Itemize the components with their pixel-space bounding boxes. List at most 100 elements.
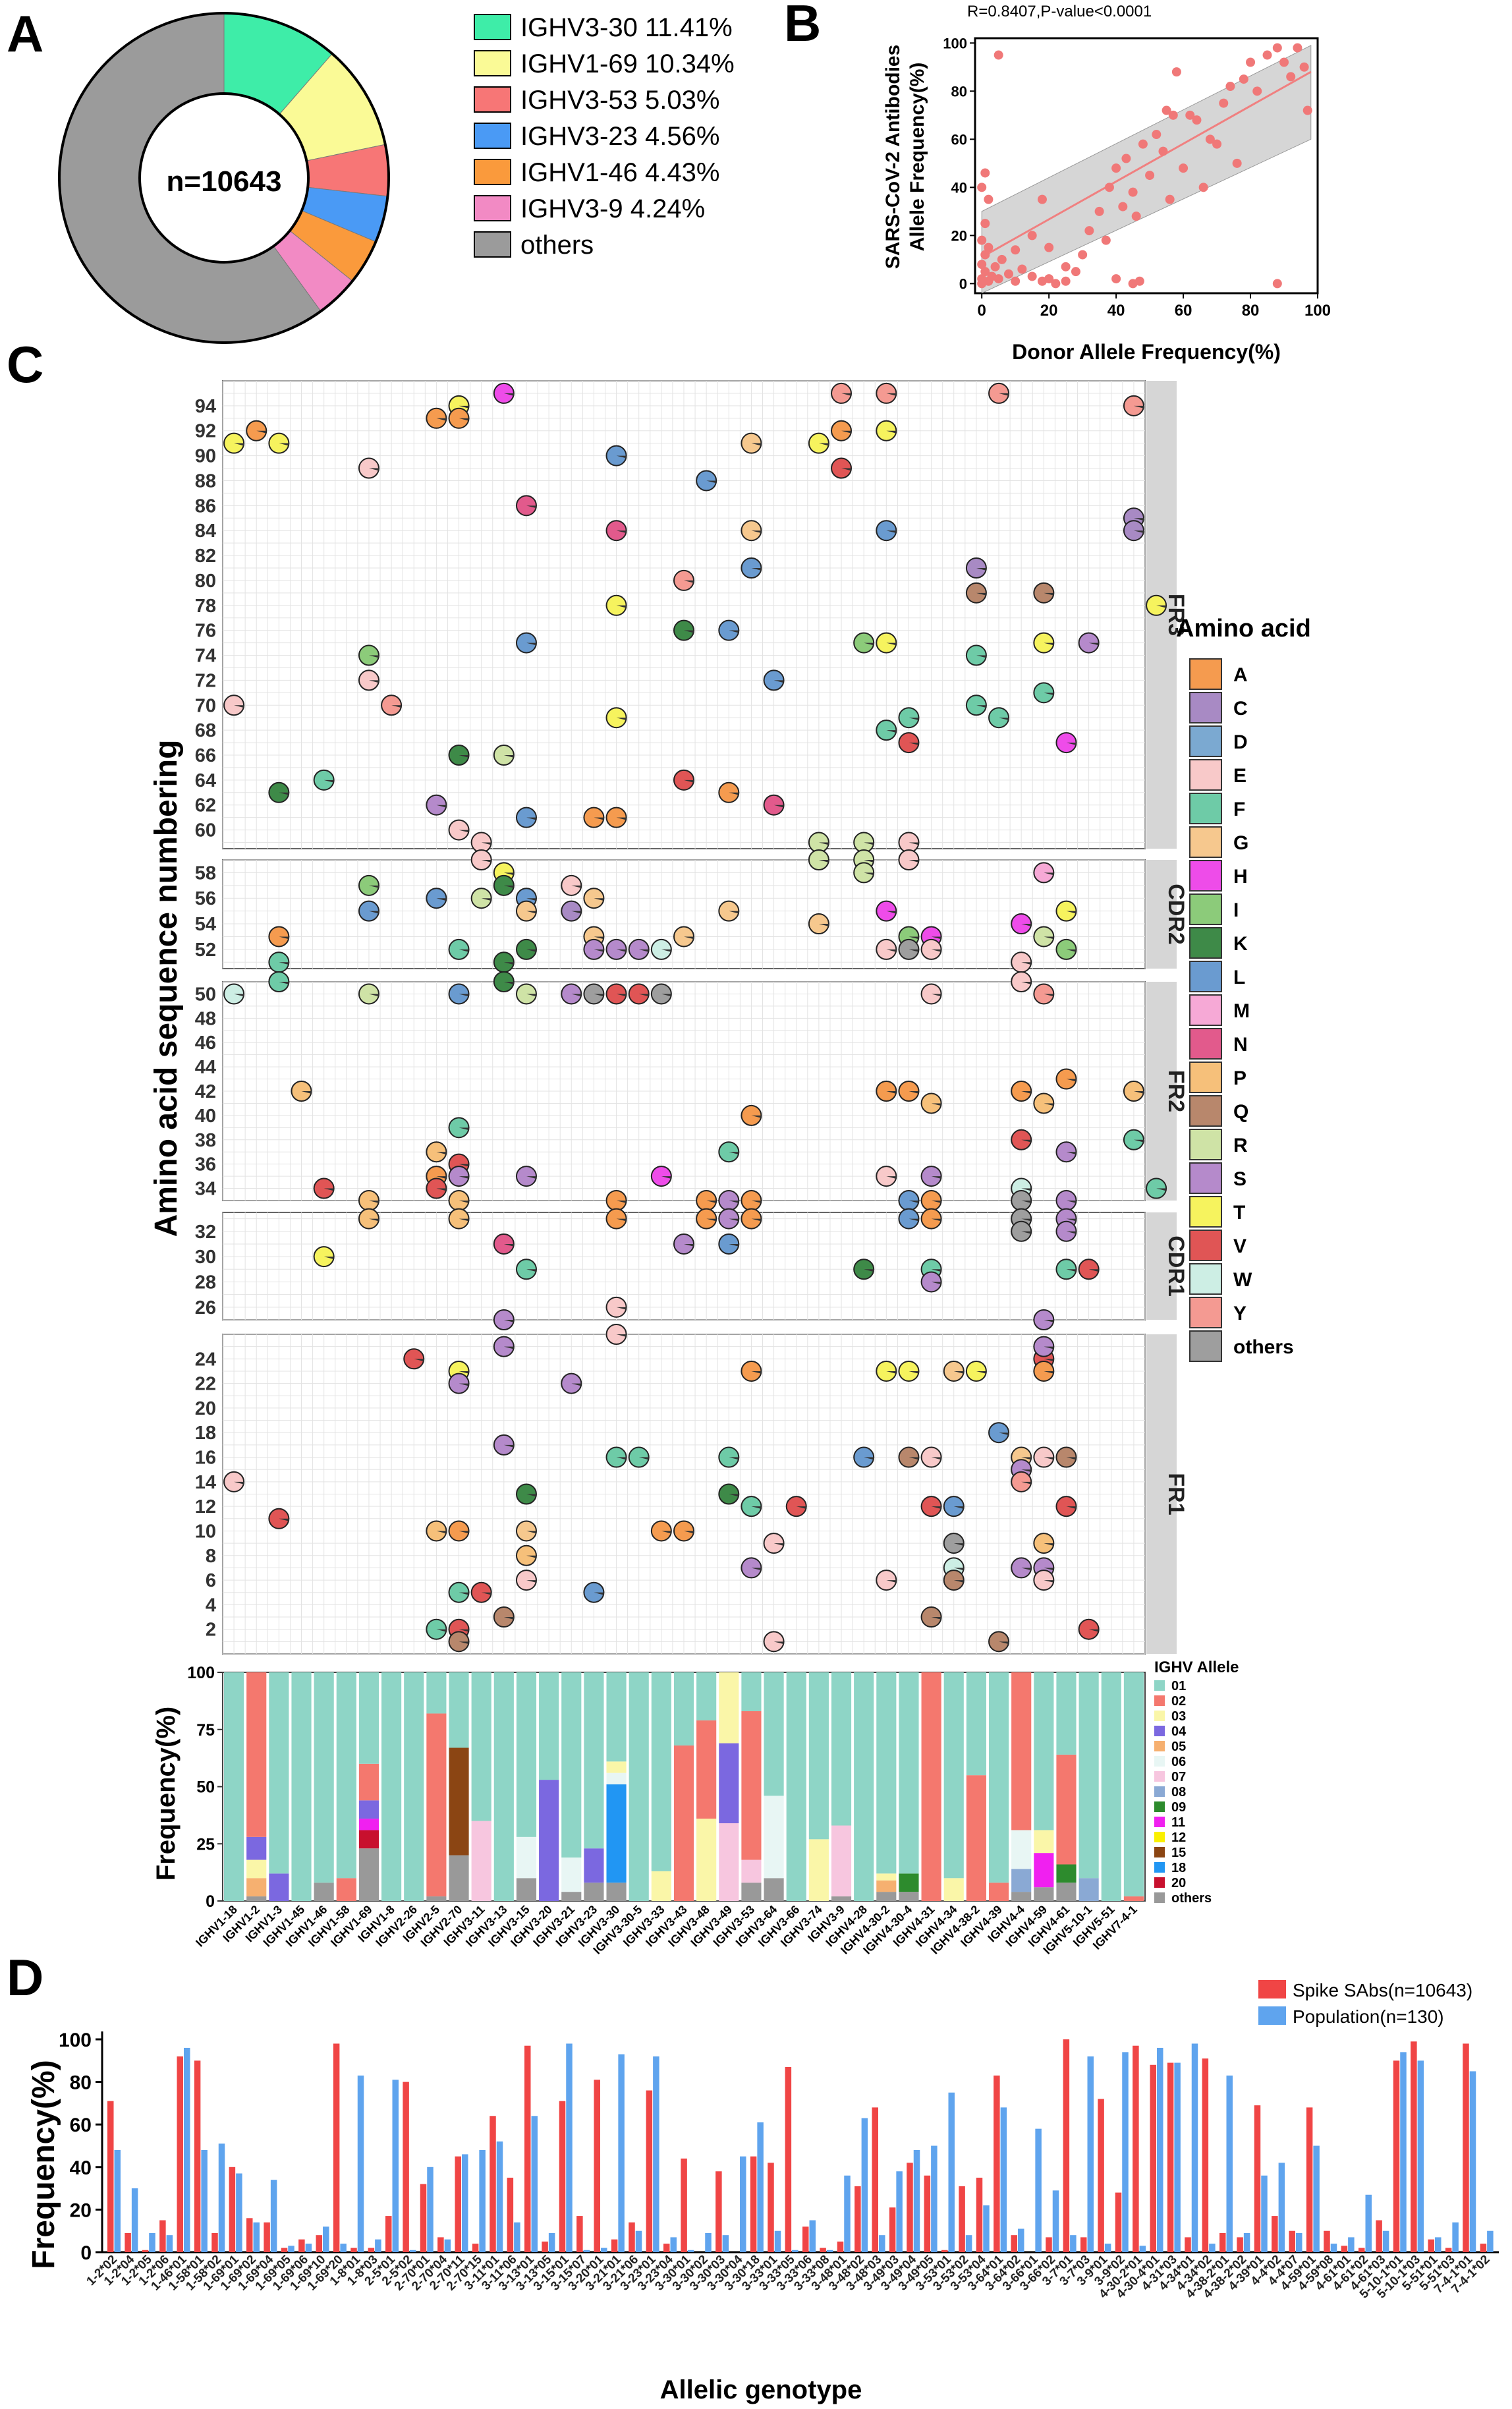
freq-bar-segment	[1034, 1672, 1054, 1830]
spike-bar	[403, 2082, 409, 2252]
y-tick-label: 84	[195, 521, 216, 542]
freq-bar-segment	[358, 1800, 379, 1819]
d-y-tick-label: 20	[70, 2199, 92, 2221]
y-tick-label: 72	[195, 670, 216, 691]
scatter-point	[1168, 110, 1178, 120]
panel-d-legend: Spike SAbs(n=10643) Population(n=130)	[1258, 1980, 1472, 2027]
spike-bar	[298, 2239, 305, 2252]
residue-pie-slice	[616, 1307, 627, 1310]
scatter-point	[1162, 105, 1171, 115]
amino-legend-title: Amino acid	[1176, 615, 1311, 642]
freq-bar-segment	[876, 1873, 897, 1881]
freq-bar-segment	[719, 1743, 739, 1824]
aa-swatch	[1189, 1028, 1222, 1060]
spike-bar	[107, 2101, 114, 2252]
residue-pie-slice	[773, 805, 784, 808]
population-bar	[878, 2235, 885, 2252]
y-tick-label: 0	[959, 275, 967, 292]
population-bar	[739, 2156, 746, 2252]
spike-bar	[1480, 2244, 1487, 2252]
residue-pie-slice	[368, 885, 379, 888]
freq-bar-segment	[854, 1672, 874, 1901]
freq-bar-segment	[471, 1672, 491, 1821]
population-bar	[357, 2075, 364, 2252]
residue-pie-slice	[368, 994, 379, 997]
residue-pie-slice	[729, 630, 739, 633]
residue-pie-slice	[976, 592, 986, 596]
scatter-point	[1179, 163, 1189, 173]
freq-bar-segment	[651, 1672, 671, 1871]
residue-pie-slice	[616, 718, 627, 720]
freq-legend-swatch	[1154, 1801, 1165, 1812]
residue-pie-slice	[684, 580, 694, 583]
spike-bar	[559, 2101, 566, 2252]
scatter-point	[980, 219, 990, 229]
residue-pie-slice	[931, 1201, 941, 1203]
residue-pie-slice	[886, 430, 897, 434]
freq-legend-label: 08	[1171, 1785, 1186, 1800]
residue-pie-slice	[1133, 405, 1144, 409]
residue-pie-slice	[864, 1457, 874, 1460]
y-tick-label: 68	[195, 720, 216, 741]
residue-pie-slice	[616, 949, 627, 952]
freq-y-tick-label: 50	[196, 1778, 215, 1797]
residue-pie-slice	[616, 1457, 627, 1460]
freq-bar-segment	[1078, 1878, 1099, 1901]
freq-legend-label: 07	[1171, 1770, 1186, 1784]
population-bar	[1261, 2175, 1268, 2252]
aa-label: E	[1233, 765, 1246, 787]
population-bar	[566, 2043, 573, 2252]
spike-bar	[507, 2177, 514, 2252]
population-bar	[253, 2222, 260, 2252]
spike-bar	[820, 2248, 826, 2252]
scatter-ylabel-2: Allele Frequency(%)	[907, 63, 928, 252]
residue-pie-slice	[729, 911, 739, 914]
scatter-point	[1101, 235, 1111, 245]
aa-label: G	[1233, 832, 1248, 854]
residue-pie-slice	[616, 1218, 627, 1222]
freq-legend-label: 05	[1171, 1740, 1186, 1754]
residue-pie-slice	[1066, 949, 1077, 952]
freq-bar-segment	[1123, 1896, 1144, 1901]
residue-pie-slice	[909, 743, 919, 745]
freq-legend-swatch	[1154, 1741, 1165, 1751]
residue-pie-slice	[1021, 1188, 1032, 1191]
residue-pie-slice	[909, 1371, 919, 1374]
residue-pie-slice	[931, 949, 941, 952]
residue-pie-slice	[571, 994, 582, 997]
spike-bar	[142, 2250, 149, 2252]
freq-bar-segment	[606, 1761, 627, 1773]
residue-pie-slice	[1044, 936, 1054, 940]
population-bar	[1469, 2071, 1476, 2252]
residue-pie-slice	[1044, 1568, 1054, 1571]
y-tick-label: 50	[195, 984, 216, 1005]
residue-pie-slice	[751, 1115, 762, 1118]
aa-label: A	[1233, 664, 1248, 686]
spike-bar	[1341, 2246, 1348, 2252]
residue-pie-slice	[481, 898, 491, 901]
population-bar	[1365, 2194, 1372, 2252]
residue-pie-slice	[526, 911, 536, 914]
freq-bar-segment	[358, 1848, 379, 1901]
aa-label: P	[1233, 1067, 1246, 1089]
population-bar	[236, 2173, 242, 2252]
scatter-point	[997, 254, 1007, 264]
residue-pie-slice	[279, 1518, 289, 1521]
spike-bar	[316, 2235, 322, 2252]
residue-pie-slice	[436, 418, 447, 421]
scatter-point	[1212, 139, 1222, 149]
residue-pie-slice	[909, 1201, 919, 1203]
residue-pie-slice	[886, 393, 897, 396]
freq-bar-segment	[1101, 1672, 1121, 1901]
scatter-point	[1252, 86, 1262, 96]
y-tick-label: 90	[195, 446, 216, 467]
panel-d-xlabel: Allelic genotype	[660, 2375, 862, 2404]
residue-pie-slice	[729, 1243, 739, 1247]
freq-bar-segment	[741, 1859, 762, 1883]
freq-bar-segment	[449, 1855, 469, 1901]
residue-pie-slice	[459, 1127, 469, 1131]
y-tick-label: 42	[195, 1081, 216, 1102]
legend-label: IGHV3-30 11.41%	[520, 13, 733, 42]
y-tick-label: 86	[195, 496, 216, 517]
spike-bar	[1046, 2237, 1052, 2252]
